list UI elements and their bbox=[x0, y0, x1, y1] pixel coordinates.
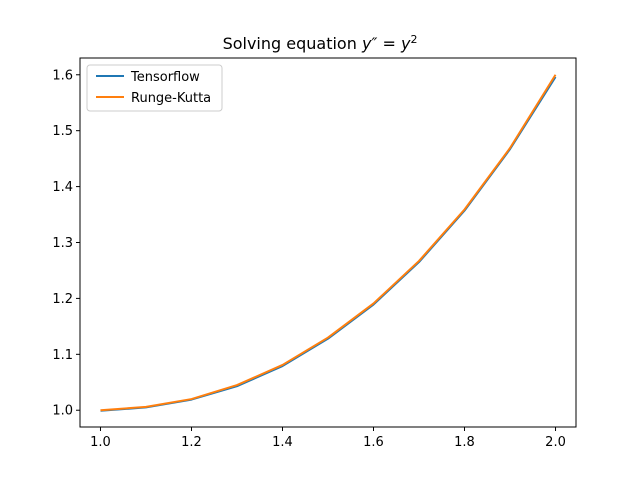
chart-title-prefix: Solving equation bbox=[223, 34, 362, 53]
chart-title-math: y″ = y bbox=[361, 34, 411, 53]
legend-label-runge-kutta: Runge-Kutta bbox=[131, 91, 211, 106]
x-tick-label: 1.4 bbox=[272, 435, 293, 450]
x-tick-label: 1.0 bbox=[90, 435, 111, 450]
x-tick-label: 1.2 bbox=[181, 435, 202, 450]
y-tick-label: 1.5 bbox=[52, 124, 73, 139]
series-lines bbox=[100, 74, 557, 412]
y-tick-label: 1.0 bbox=[52, 404, 73, 419]
legend-label-tensorflow: Tensorflow bbox=[130, 70, 200, 85]
x-tick-label: 2.0 bbox=[545, 435, 566, 450]
y-tick-label: 1.2 bbox=[52, 292, 73, 307]
axis-ticks: 1.0 1.2 1.4 1.6 1.8 2.0 1.0 1.1 1.2 1.3 1.4 1.5 1.6 bbox=[52, 68, 566, 450]
y-tick-label: 1.1 bbox=[52, 348, 73, 363]
series-line-runge-kutta bbox=[100, 74, 557, 412]
legend: Tensorflow Runge-Kutta bbox=[86, 64, 223, 112]
axes-frame bbox=[79, 57, 577, 428]
chart-title-exponent: 2 bbox=[410, 33, 417, 46]
y-tick-label: 1.6 bbox=[52, 68, 73, 83]
y-tick-label: 1.3 bbox=[52, 236, 73, 251]
y-tick-label: 1.4 bbox=[52, 180, 73, 195]
x-tick-label: 1.6 bbox=[363, 435, 384, 450]
x-tick-label: 1.8 bbox=[454, 435, 475, 450]
chart-title: Solving equation y″ = y2 bbox=[223, 33, 418, 53]
